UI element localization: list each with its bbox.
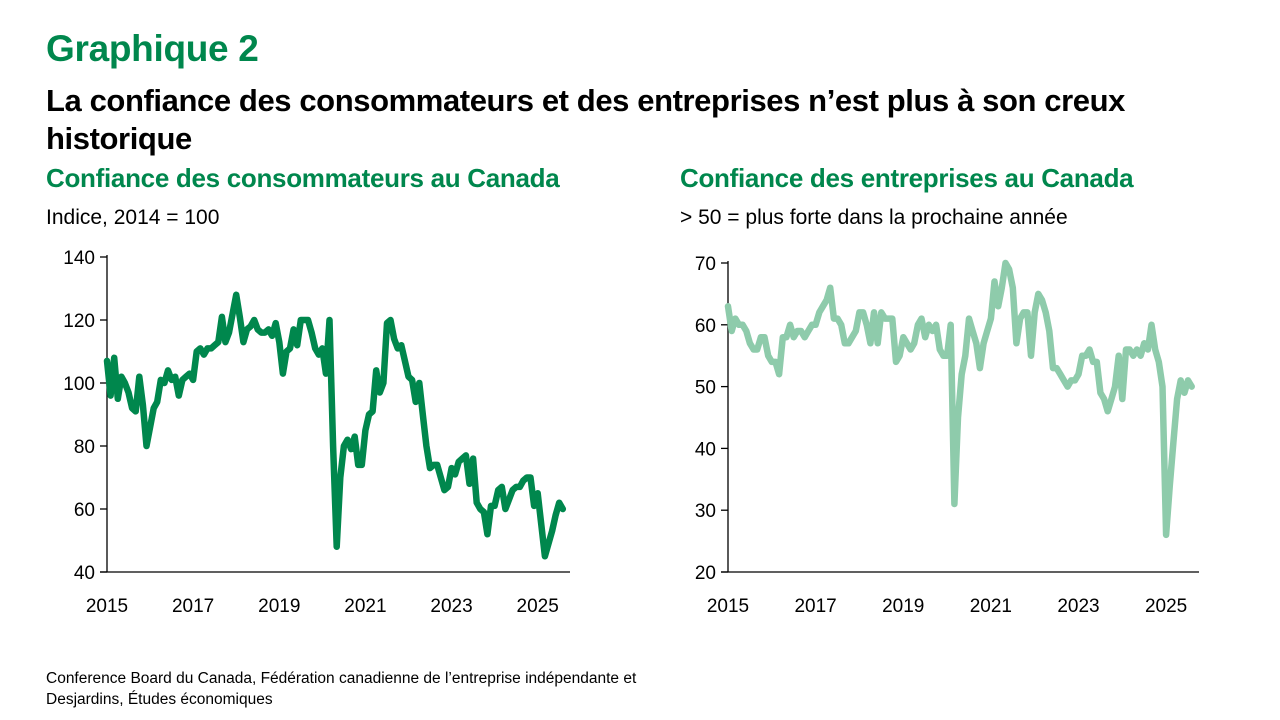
business-y-tick-label: 40 — [695, 439, 716, 460]
business-y-tick-label: 50 — [695, 378, 716, 399]
business-series-line — [724, 259, 1195, 539]
consumer-y-tick-label: 120 — [63, 311, 95, 332]
business-chart-subtitle: > 50 = plus forte dans la prochaine anné… — [680, 206, 1068, 229]
consumer-chart-title: Confiance des consommateurs au Canada — [46, 163, 560, 193]
business-x-tick-label: 2025 — [1145, 596, 1187, 617]
figure-label: Graphique 2 — [46, 28, 259, 69]
consumer-x-tick-label: 2017 — [172, 596, 214, 617]
source-note: Conference Board du Canada, Fédération c… — [46, 668, 636, 710]
consumer-y-tick-label: 80 — [74, 437, 95, 458]
consumer-x-tick-label: 2019 — [258, 596, 300, 617]
business-x-tick-label: 2017 — [794, 596, 836, 617]
business-y-tick-label: 30 — [695, 501, 716, 522]
consumer-x-tick-label: 2021 — [344, 596, 386, 617]
consumer-chart-subtitle: Indice, 2014 = 100 — [46, 206, 220, 229]
source-line-1: Conference Board du Canada, Fédération c… — [46, 670, 637, 687]
consumer-x-tick-label: 2025 — [517, 596, 559, 617]
figure-title: La confiance des consommateurs et des en… — [46, 83, 1125, 156]
business-y-tick-label: 70 — [695, 254, 716, 275]
consumer-y-tick-label: 60 — [74, 500, 95, 521]
business-y-tick-label: 20 — [695, 563, 716, 584]
business-x-tick-label: 2023 — [1057, 596, 1099, 617]
consumer-y-tick-label: 100 — [63, 374, 95, 395]
business-x-tick-label: 2015 — [707, 596, 749, 617]
consumer-y-tick-label: 140 — [63, 248, 95, 269]
consumer-confidence-chart: 40 60 80 100 120 140 2015 2017 2019 2021 2023 2025 — [63, 248, 570, 617]
business-chart-title: Confiance des entreprises au Canada — [680, 163, 1134, 193]
business-x-tick-label: 2021 — [970, 596, 1012, 617]
business-y-tick-label: 60 — [695, 316, 716, 337]
consumer-y-tick-label: 40 — [74, 563, 95, 584]
business-x-tick-label: 2019 — [882, 596, 924, 617]
consumer-x-tick-label: 2015 — [86, 596, 128, 617]
source-line-2: Desjardins, Études économiques — [46, 691, 273, 708]
consumer-x-tick-label: 2023 — [430, 596, 472, 617]
business-confidence-chart: 20 30 40 50 60 70 2015 2017 2019 2021 2023 2025 — [695, 254, 1199, 617]
consumer-series-line — [103, 291, 567, 560]
